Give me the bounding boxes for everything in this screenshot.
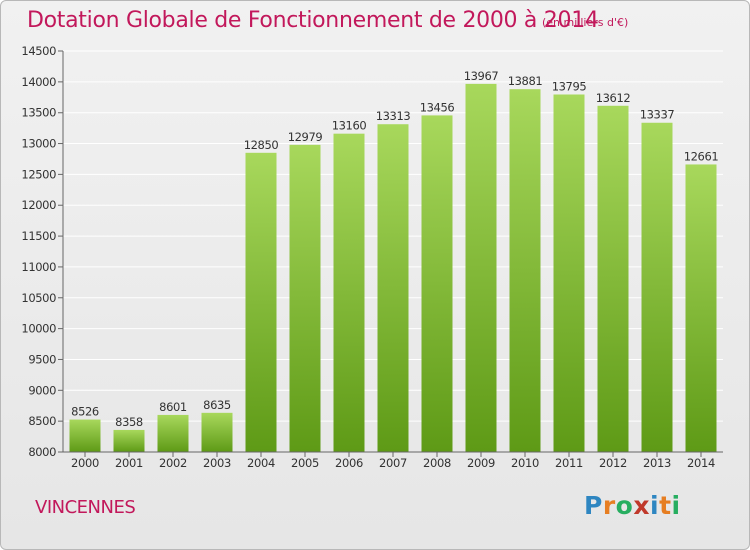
data-label: 13313	[376, 109, 411, 123]
y-tick-label: 8500	[28, 414, 56, 428]
logo-letter: o	[615, 491, 634, 520]
y-tick-label: 10500	[21, 291, 56, 305]
data-label: 8358	[115, 415, 143, 429]
bar	[597, 105, 629, 452]
logo-letter: x	[633, 491, 650, 520]
y-tick-label: 14500	[21, 44, 56, 58]
bar	[685, 164, 717, 452]
x-tick-label: 2007	[379, 456, 407, 470]
x-tick-label: 2010	[511, 456, 539, 470]
bar	[157, 414, 189, 452]
y-tick-label: 12500	[21, 167, 56, 181]
x-tick-label: 2013	[643, 456, 671, 470]
data-label: 13612	[596, 91, 631, 105]
data-label: 12850	[244, 138, 279, 152]
y-tick-label: 13500	[21, 106, 56, 120]
x-axis: 2000 2001 2002 2003 2004 2005 2006 2007 2008 2009…	[63, 451, 723, 470]
data-label: 13881	[508, 74, 543, 88]
commune-name: VINCENNES	[35, 497, 136, 518]
data-label: 8635	[203, 398, 231, 412]
logo-letter: P	[584, 491, 603, 520]
data-label: 12661	[684, 149, 719, 163]
x-tick-label: 2001	[115, 456, 143, 470]
data-label: 12979	[288, 130, 323, 144]
y-tick-label: 9500	[28, 352, 56, 366]
bar	[113, 429, 145, 452]
logo-letter: t	[659, 491, 672, 520]
data-label: 8601	[159, 400, 187, 414]
x-tick-label: 2003	[203, 456, 231, 470]
y-tick-label: 8000	[28, 445, 56, 459]
bar	[641, 122, 673, 452]
y-tick-label: 11000	[21, 260, 56, 274]
data-label: 13456	[420, 100, 455, 114]
y-tick-label: 10000	[21, 322, 56, 336]
bar	[421, 115, 453, 452]
x-tick-label: 2004	[247, 456, 275, 470]
x-tick-label: 2005	[291, 456, 319, 470]
y-tick-label: 11500	[21, 229, 56, 243]
y-tick-label: 12000	[21, 198, 56, 212]
chart-title: Dotation Globale de Fonctionnement de 20…	[27, 8, 599, 33]
proxiti-logo[interactable]: Proxiti	[584, 491, 681, 520]
bar	[201, 412, 233, 452]
logo-letter: i	[671, 491, 681, 520]
bar	[377, 124, 409, 453]
data-label: 13967	[464, 69, 499, 83]
bar	[333, 133, 365, 452]
data-label: 13795	[552, 79, 587, 93]
bar	[465, 83, 497, 452]
x-tick-label: 2011	[555, 456, 583, 470]
bar	[69, 419, 101, 452]
x-tick-label: 2012	[599, 456, 627, 470]
bar	[509, 89, 541, 453]
chart-unit: (en milliers d'€)	[542, 16, 629, 29]
x-tick-label: 2009	[467, 456, 495, 470]
x-tick-label: 2002	[159, 456, 187, 470]
y-tick-label: 9000	[28, 383, 56, 397]
y-tick-label: 14000	[21, 75, 56, 89]
y-tick-label: 13000	[21, 137, 56, 151]
x-tick-label: 2000	[71, 456, 99, 470]
logo-letter: r	[602, 491, 616, 520]
bar	[289, 144, 321, 453]
x-tick-label: 2008	[423, 456, 451, 470]
logo-letter: i	[650, 491, 660, 520]
x-tick-label: 2006	[335, 456, 363, 470]
data-label: 13337	[640, 108, 675, 122]
data-label: 13160	[332, 119, 367, 133]
bars	[69, 83, 717, 453]
value-labels: 8526 8358 8601 8635 12850 12979 13160 13313 1345…	[71, 69, 719, 429]
y-axis: 8000 8500 9000 9500 10000 10500 11000 11500 1200…	[21, 44, 64, 459]
bar	[553, 94, 585, 453]
bar	[245, 152, 277, 453]
data-label: 8526	[71, 405, 99, 419]
x-tick-label: 2014	[687, 456, 715, 470]
